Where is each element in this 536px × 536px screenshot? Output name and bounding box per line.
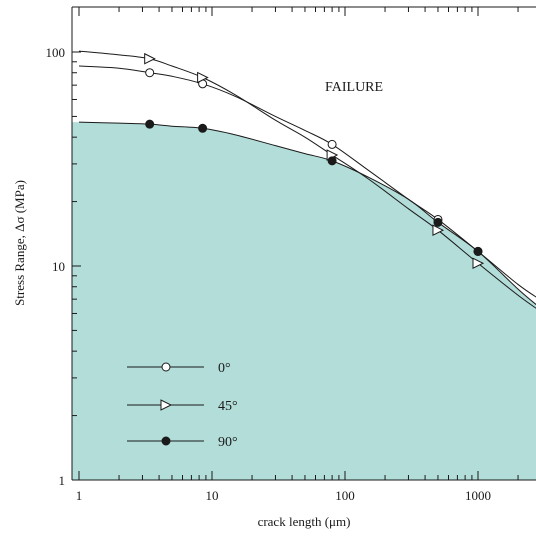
series-curves bbox=[78, 50, 536, 309]
marker-0deg-point bbox=[145, 68, 155, 78]
marker-0deg-point bbox=[327, 139, 337, 149]
legend-marker-0 bbox=[161, 362, 171, 372]
marker-90deg-point bbox=[473, 246, 483, 256]
series-markers bbox=[144, 52, 485, 270]
marker-90deg-point bbox=[145, 119, 155, 129]
x-tick-label: 100 bbox=[335, 488, 355, 503]
legend-marker-45 bbox=[160, 399, 173, 411]
shaded-area bbox=[79, 122, 536, 480]
x-axis-label: crack length (μm) bbox=[258, 514, 351, 529]
marker-90deg-point bbox=[198, 123, 208, 133]
legend-label-45: 45° bbox=[218, 399, 238, 414]
legend-label-90: 90° bbox=[218, 435, 238, 450]
y-axis-label: Stress Range, Δσ (MPa) bbox=[12, 180, 27, 306]
shaded-area-left-edge bbox=[72, 122, 80, 480]
marker-90deg-point bbox=[433, 217, 443, 227]
marker-45deg-point bbox=[432, 224, 445, 237]
x-tick-label: 1 bbox=[76, 488, 83, 503]
curve-45deg bbox=[78, 50, 536, 309]
failure-annotation: FAILURE bbox=[325, 80, 383, 95]
y-tick-label: 10 bbox=[52, 259, 65, 274]
marker-45deg-point bbox=[472, 257, 485, 270]
shaded-region bbox=[72, 122, 536, 480]
axis-ticks: 1 10 100 1000 1 10 100 bbox=[46, 7, 519, 503]
x-tick-label: 1000 bbox=[465, 488, 491, 503]
curve-90deg bbox=[78, 121, 536, 306]
legend: 0° 45° 90° bbox=[127, 361, 238, 450]
y-tick-label: 1 bbox=[59, 473, 66, 488]
plot-frame bbox=[71, 6, 536, 481]
x-tick-label: 10 bbox=[206, 488, 219, 503]
marker-45deg-point bbox=[144, 52, 156, 65]
y-tick-label: 100 bbox=[46, 45, 66, 60]
legend-label-0: 0° bbox=[218, 361, 231, 376]
legend-marker-90 bbox=[161, 436, 171, 446]
marker-90deg-point bbox=[327, 156, 337, 166]
marker-45deg-point bbox=[197, 71, 209, 84]
